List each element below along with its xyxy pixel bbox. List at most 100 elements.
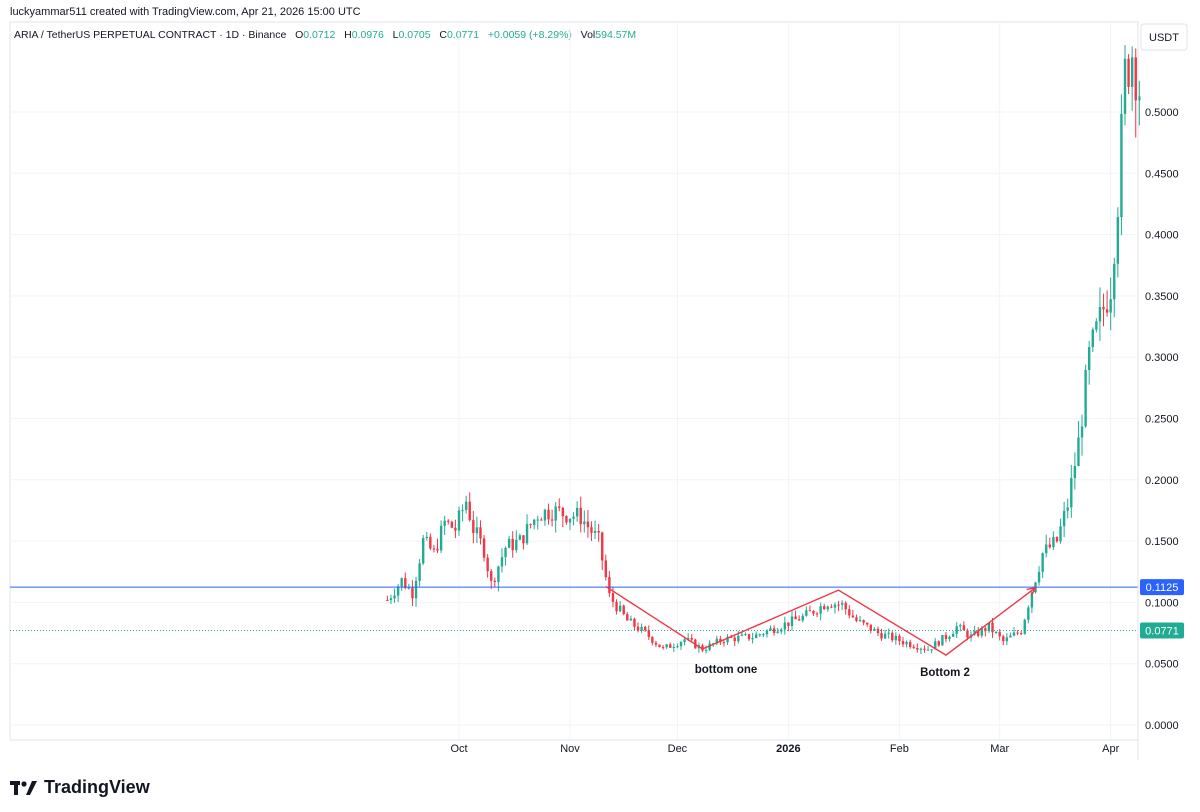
candle-body[interactable] bbox=[919, 648, 923, 650]
candle-body[interactable] bbox=[608, 577, 611, 594]
zigzag-drawing[interactable] bbox=[605, 585, 1036, 656]
candle-body[interactable] bbox=[565, 516, 568, 523]
candle-body[interactable] bbox=[500, 557, 504, 567]
candle-body[interactable] bbox=[1066, 507, 1069, 511]
candle-body[interactable] bbox=[1037, 571, 1041, 583]
candle-body[interactable] bbox=[522, 535, 525, 544]
candle-body[interactable] bbox=[1002, 636, 1005, 642]
candle-body[interactable] bbox=[626, 614, 629, 621]
candle-body[interactable] bbox=[883, 633, 887, 639]
candle-body[interactable] bbox=[751, 638, 754, 640]
candle-body[interactable] bbox=[450, 521, 454, 528]
annotation-label[interactable]: Bottom 2 bbox=[920, 667, 970, 679]
candle-body[interactable] bbox=[418, 563, 421, 581]
candle-body[interactable] bbox=[1134, 57, 1137, 101]
candle-body[interactable] bbox=[618, 605, 622, 612]
candle-body[interactable] bbox=[504, 547, 507, 558]
candle-body[interactable] bbox=[740, 634, 744, 636]
candle-body[interactable] bbox=[894, 635, 898, 641]
candle-body[interactable] bbox=[808, 610, 812, 612]
candle-body[interactable] bbox=[421, 538, 425, 564]
candle-body[interactable] bbox=[991, 622, 994, 633]
symbol-legend[interactable]: ARIA / TetherUS PERPETUAL CONTRACT · 1D … bbox=[14, 29, 636, 41]
candle-body[interactable] bbox=[873, 628, 876, 631]
candle-body[interactable] bbox=[447, 520, 450, 522]
candle-body[interactable] bbox=[579, 507, 582, 525]
candle-body[interactable] bbox=[937, 641, 941, 646]
candle-body[interactable] bbox=[540, 519, 543, 521]
candle-body[interactable] bbox=[393, 595, 396, 599]
candle-body[interactable] bbox=[1113, 263, 1116, 300]
candle-body[interactable] bbox=[1041, 553, 1044, 572]
candle-body[interactable] bbox=[891, 632, 894, 641]
candle-body[interactable] bbox=[869, 624, 872, 631]
candle-body[interactable] bbox=[575, 507, 579, 517]
candle-body[interactable] bbox=[640, 626, 643, 631]
candle-body[interactable] bbox=[1059, 526, 1062, 542]
candle-body[interactable] bbox=[984, 628, 987, 632]
candle-body[interactable] bbox=[490, 571, 493, 581]
candle-body[interactable] bbox=[1098, 307, 1102, 322]
candle-body[interactable] bbox=[783, 622, 787, 630]
candle-body[interactable] bbox=[1091, 329, 1094, 348]
candle-body[interactable] bbox=[432, 548, 436, 550]
candle-body[interactable] bbox=[805, 610, 808, 616]
candle-body[interactable] bbox=[1052, 537, 1055, 548]
candle-body[interactable] bbox=[511, 538, 514, 551]
candle-body[interactable] bbox=[439, 525, 443, 551]
candle-body[interactable] bbox=[1084, 370, 1087, 427]
candle-body[interactable] bbox=[543, 509, 547, 521]
candle-body[interactable] bbox=[951, 633, 955, 637]
candle-body[interactable] bbox=[493, 580, 497, 582]
candle-body[interactable] bbox=[916, 647, 919, 650]
candle-body[interactable] bbox=[715, 638, 719, 644]
candle-body[interactable] bbox=[966, 630, 969, 638]
candle-body[interactable] bbox=[429, 536, 432, 549]
axis-layer[interactable]: 0.5000 0.4500 0.4000 0.3500 0.3000 0.2500 0.20… bbox=[450, 22, 1188, 760]
candle-body[interactable] bbox=[568, 518, 572, 523]
candle-body[interactable] bbox=[701, 645, 704, 651]
candle-body[interactable] bbox=[823, 606, 826, 610]
candle-body[interactable] bbox=[765, 630, 769, 635]
candle-body[interactable] bbox=[790, 616, 794, 626]
candle-body[interactable] bbox=[797, 619, 801, 621]
candle-body[interactable] bbox=[998, 632, 1001, 637]
candle-body[interactable] bbox=[840, 602, 844, 605]
candle-body[interactable] bbox=[479, 527, 482, 539]
candle-body[interactable] bbox=[633, 618, 636, 627]
candle-body[interactable] bbox=[758, 634, 761, 636]
candle-body[interactable] bbox=[407, 587, 411, 589]
candle-body[interactable] bbox=[787, 622, 790, 626]
candle-body[interactable] bbox=[1005, 637, 1009, 642]
candle-body[interactable] bbox=[561, 507, 565, 517]
candle-body[interactable] bbox=[837, 604, 840, 606]
candle-body[interactable] bbox=[636, 626, 640, 631]
candle-body[interactable] bbox=[536, 519, 539, 521]
candle-body[interactable] bbox=[708, 643, 711, 650]
candle-body[interactable] bbox=[844, 602, 847, 610]
candle-body[interactable] bbox=[518, 535, 522, 540]
candle-body[interactable] bbox=[944, 635, 948, 640]
candle-body[interactable] bbox=[497, 566, 500, 582]
candle-body[interactable] bbox=[865, 622, 869, 625]
candle-body[interactable] bbox=[980, 628, 983, 636]
candle-body[interactable] bbox=[1077, 437, 1080, 467]
candle-body[interactable] bbox=[887, 632, 890, 634]
candle-body[interactable] bbox=[611, 593, 615, 602]
candle-body[interactable] bbox=[389, 598, 393, 601]
candle-body[interactable] bbox=[855, 617, 858, 621]
candle-body[interactable] bbox=[858, 620, 862, 622]
candle-body[interactable] bbox=[443, 520, 446, 526]
candle-body[interactable] bbox=[661, 647, 665, 649]
candle-body[interactable] bbox=[1062, 510, 1066, 527]
candle-body[interactable] bbox=[1109, 299, 1112, 313]
candle-body[interactable] bbox=[908, 641, 912, 647]
candle-body[interactable] bbox=[558, 506, 561, 508]
candle-body[interactable] bbox=[615, 601, 618, 612]
candle-body[interactable] bbox=[948, 636, 951, 640]
candle-body[interactable] bbox=[830, 606, 833, 608]
candle-body[interactable] bbox=[411, 587, 414, 599]
candles-layer[interactable] bbox=[386, 45, 1141, 655]
candle-body[interactable] bbox=[898, 635, 901, 642]
candle-body[interactable] bbox=[547, 509, 550, 520]
